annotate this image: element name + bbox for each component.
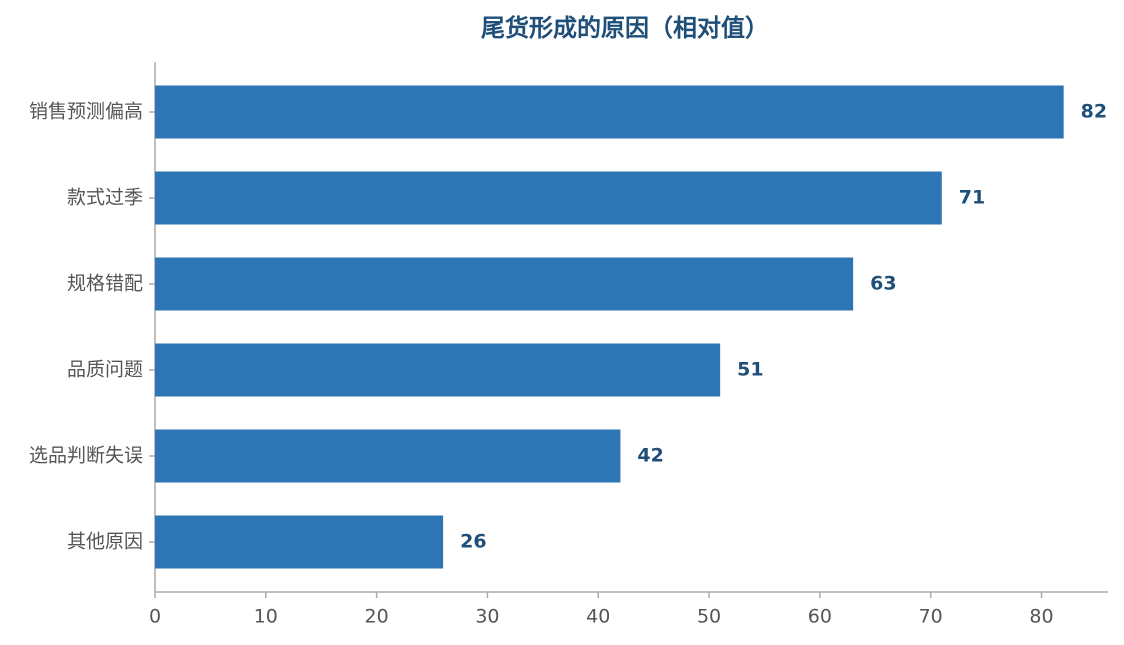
x-tick-label: 10: [254, 606, 278, 628]
bar: [155, 429, 621, 483]
x-tick-label: 60: [808, 606, 832, 628]
y-tick-label: 销售预测偏高: [29, 101, 143, 123]
x-tick-label: 40: [586, 606, 610, 628]
x-tick-label: 0: [149, 606, 161, 628]
bar: [155, 343, 721, 397]
y-tick-label: 品质问题: [67, 359, 143, 381]
x-tick-label: 50: [697, 606, 721, 628]
value-label: 63: [870, 273, 896, 295]
y-tick-label: 规格错配: [67, 273, 143, 295]
bar: [155, 257, 854, 311]
chart-title: 尾货形成的原因（相对值）: [481, 14, 769, 42]
y-tick-label: 选品判断失误: [29, 445, 143, 467]
y-tick-label: 其他原因: [67, 531, 143, 553]
bar: [155, 171, 942, 225]
x-tick-label: 30: [475, 606, 499, 628]
y-tick-label: 款式过季: [67, 187, 143, 209]
value-label: 26: [460, 531, 486, 553]
x-tick-label: 80: [1029, 606, 1053, 628]
bar: [155, 515, 444, 569]
value-label: 42: [637, 445, 663, 467]
x-tick-label: 20: [365, 606, 389, 628]
x-tick-label: 70: [919, 606, 943, 628]
value-label: 82: [1081, 101, 1107, 123]
bar: [155, 85, 1064, 139]
value-label: 71: [959, 187, 985, 209]
value-label: 51: [737, 359, 763, 381]
